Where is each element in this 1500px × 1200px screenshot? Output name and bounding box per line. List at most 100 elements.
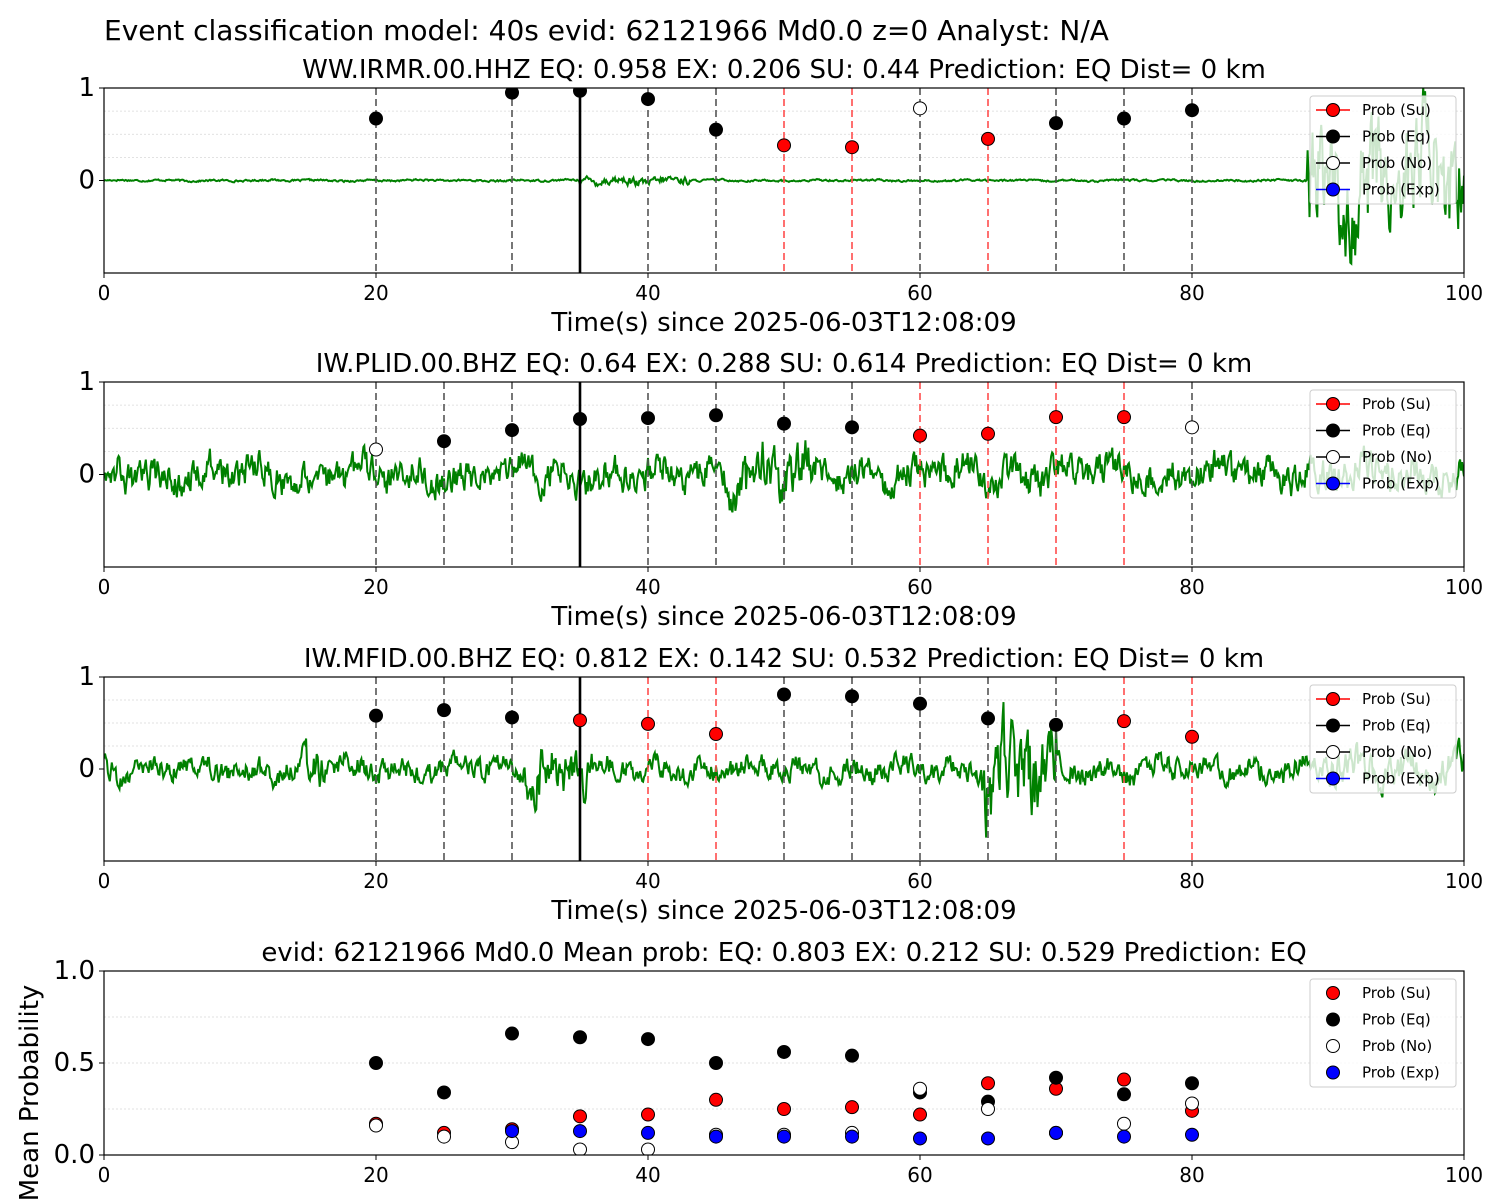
panel-title: evid: 62121966 Md0.0 Mean prob: EQ: 0.80… bbox=[261, 938, 1306, 968]
prob-point-su bbox=[1117, 714, 1131, 729]
prob-point-eq bbox=[1049, 116, 1063, 131]
legend-marker-eq bbox=[1326, 423, 1340, 438]
y-tick-label: 1 bbox=[78, 662, 95, 692]
panel-1: WW.IRMR.00.HHZ EQ: 0.958 EX: 0.206 SU: 0… bbox=[78, 55, 1483, 338]
legend-label: Prob (Exp) bbox=[1362, 770, 1440, 788]
legend: Prob (Su) Prob (Eq) Prob (No) Prob (Exp) bbox=[1309, 978, 1457, 1088]
mean-point-no bbox=[1117, 1116, 1131, 1131]
legend-box bbox=[1309, 684, 1457, 794]
mean-point-eq bbox=[505, 1026, 519, 1041]
mean-point-eq bbox=[369, 1056, 383, 1070]
legend-marker-no bbox=[1326, 450, 1340, 464]
prob-point-su bbox=[1117, 410, 1131, 425]
y-tick-label: 0 bbox=[78, 754, 95, 784]
legend-marker-exp bbox=[1326, 771, 1340, 786]
prob-point-eq bbox=[573, 412, 587, 426]
prob-point-eq bbox=[369, 111, 383, 126]
mean-point-su bbox=[981, 1076, 995, 1091]
prob-point-eq bbox=[505, 710, 519, 725]
x-tick-label: 0 bbox=[98, 869, 111, 893]
x-tick-label: 60 bbox=[907, 575, 932, 599]
mean-point-exp bbox=[913, 1131, 927, 1146]
x-tick-label: 20 bbox=[363, 281, 388, 305]
prob-point-no bbox=[913, 101, 927, 116]
legend-box bbox=[1309, 389, 1457, 499]
prob-point-eq bbox=[369, 708, 383, 723]
legend-box bbox=[1309, 978, 1457, 1088]
panel-4: evid: 62121966 Md0.0 Mean prob: EQ: 0.80… bbox=[15, 938, 1483, 1200]
prob-point-su bbox=[981, 131, 995, 146]
x-tick-label: 20 bbox=[363, 575, 388, 599]
x-tick-label: 20 bbox=[363, 869, 388, 893]
legend: Prob (Su) Prob (Eq) Prob (No) Prob (Exp) bbox=[1309, 684, 1457, 794]
mean-point-su bbox=[777, 1102, 791, 1116]
y-tick-label: 0 bbox=[78, 460, 95, 490]
prob-point-su bbox=[913, 428, 927, 443]
legend-marker-eq bbox=[1326, 718, 1340, 733]
y-tick-label: 0.0 bbox=[54, 1140, 95, 1170]
prob-point-eq bbox=[777, 416, 791, 431]
prob-point-no bbox=[1185, 420, 1199, 435]
panel-title: IW.MFID.00.BHZ EQ: 0.812 EX: 0.142 SU: 0… bbox=[304, 644, 1264, 674]
mean-point-exp bbox=[845, 1129, 859, 1144]
mean-point-exp bbox=[505, 1124, 519, 1139]
mean-point-eq bbox=[777, 1044, 791, 1059]
prob-point-su bbox=[777, 138, 791, 153]
prob-point-eq bbox=[641, 92, 655, 107]
plot-area bbox=[104, 88, 1464, 273]
x-tick-label: 80 bbox=[1179, 575, 1204, 599]
x-tick-label: 60 bbox=[907, 869, 932, 893]
prob-point-eq bbox=[505, 88, 519, 100]
legend-marker-exp bbox=[1326, 1065, 1340, 1080]
mean-point-exp bbox=[1049, 1125, 1063, 1140]
prob-point-no bbox=[369, 442, 383, 457]
x-tick-label: 60 bbox=[907, 281, 932, 305]
prob-point-eq bbox=[777, 687, 791, 702]
legend-label: Prob (Eq) bbox=[1362, 1011, 1431, 1029]
legend-label: Prob (No) bbox=[1362, 1037, 1432, 1055]
y-tick-label: 1.0 bbox=[54, 956, 95, 986]
x-tick-label: 60 bbox=[907, 1163, 932, 1187]
mean-point-no bbox=[981, 1102, 995, 1116]
mean-point-exp bbox=[641, 1125, 655, 1140]
legend-label: Prob (Su) bbox=[1362, 690, 1431, 708]
legend-label: Prob (Eq) bbox=[1362, 422, 1431, 440]
prob-point-eq bbox=[981, 711, 995, 726]
legend-label: Prob (Su) bbox=[1362, 984, 1431, 1002]
mean-point-no bbox=[1185, 1096, 1199, 1111]
legend-marker-su bbox=[1326, 103, 1340, 117]
legend-label: Prob (Su) bbox=[1362, 101, 1431, 119]
y-axis-label: Mean Probability bbox=[15, 985, 45, 1200]
x-tick-label: 80 bbox=[1179, 869, 1204, 893]
legend-marker-eq bbox=[1326, 129, 1340, 144]
x-tick-label: 100 bbox=[1445, 869, 1483, 893]
plot-area bbox=[369, 1026, 1199, 1155]
x-tick-label: 0 bbox=[98, 281, 111, 305]
mean-point-su bbox=[573, 1109, 587, 1124]
x-tick-label: 100 bbox=[1445, 575, 1483, 599]
mean-point-su bbox=[641, 1107, 655, 1122]
x-tick-label: 40 bbox=[635, 869, 660, 893]
y-tick-label: 0.5 bbox=[54, 1048, 95, 1078]
x-tick-label: 0 bbox=[98, 575, 111, 599]
prob-point-su bbox=[981, 426, 995, 441]
legend-label: Prob (Su) bbox=[1362, 395, 1431, 413]
mean-point-eq bbox=[845, 1048, 859, 1063]
legend-label: Prob (Eq) bbox=[1362, 128, 1431, 146]
mean-point-no bbox=[913, 1081, 927, 1096]
prob-point-eq bbox=[573, 88, 587, 98]
prob-point-su bbox=[573, 713, 587, 728]
x-tick-label: 40 bbox=[635, 281, 660, 305]
mean-point-eq bbox=[709, 1056, 723, 1070]
mean-point-no bbox=[641, 1142, 655, 1155]
legend-label: Prob (No) bbox=[1362, 154, 1432, 172]
mean-point-exp bbox=[1117, 1129, 1131, 1144]
mean-point-no bbox=[573, 1142, 587, 1155]
legend-label: Prob (No) bbox=[1362, 448, 1432, 466]
prob-point-eq bbox=[845, 689, 859, 704]
legend-marker-no bbox=[1326, 156, 1340, 170]
mean-point-su bbox=[709, 1092, 723, 1107]
mean-point-su bbox=[913, 1107, 927, 1122]
mean-point-su bbox=[1117, 1072, 1131, 1087]
